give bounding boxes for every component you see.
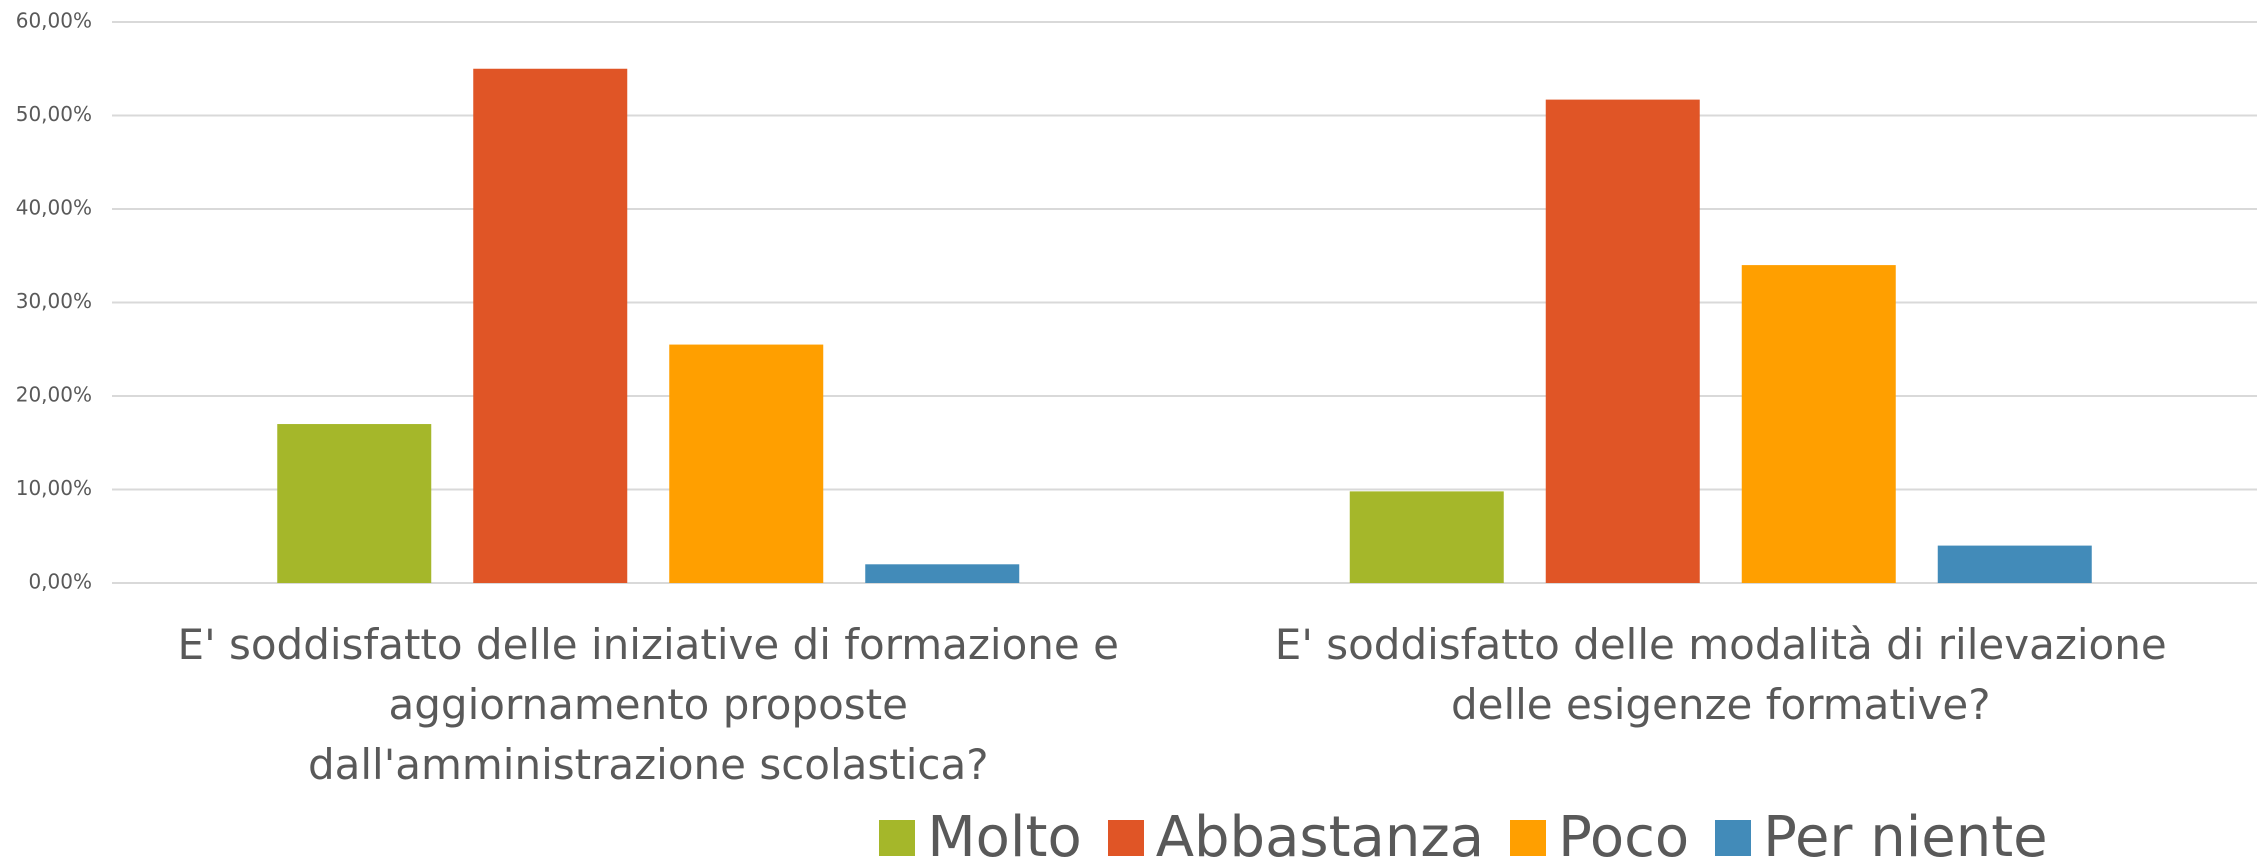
legend-label: Abbastanza — [1155, 805, 1485, 866]
legend-swatch — [1715, 819, 1752, 856]
y-tick-label: 10,00% — [16, 476, 92, 500]
bar — [1937, 545, 2092, 583]
y-tick-label: 20,00% — [16, 383, 92, 407]
bar — [669, 344, 824, 583]
y-tick-label: 40,00% — [16, 196, 92, 220]
legend: Molto Abbastanza Poco Per niente — [0, 805, 2257, 866]
bar — [1349, 491, 1504, 583]
legend-item: Molto — [879, 805, 1082, 866]
legend-swatch — [879, 819, 916, 856]
bar — [473, 68, 628, 583]
legend-item: Per niente — [1715, 805, 2048, 866]
bar — [277, 424, 432, 583]
legend-label: Per niente — [1763, 805, 2048, 866]
y-tick-label: 50,00% — [16, 102, 92, 126]
bar — [865, 564, 1020, 583]
bar — [1741, 265, 1896, 583]
legend-label: Poco — [1558, 805, 1690, 866]
x-tick-label: E' soddisfatto delle iniziative di forma… — [177, 620, 1119, 789]
legend-item: Poco — [1510, 805, 1689, 866]
legend-label: Molto — [927, 805, 1082, 866]
legend-item: Abbastanza — [1107, 805, 1485, 866]
legend-swatch — [1107, 819, 1144, 856]
bar — [1545, 99, 1700, 583]
y-tick-label: 60,00% — [16, 9, 92, 33]
y-tick-label: 0,00% — [28, 570, 92, 594]
y-tick-label: 30,00% — [16, 289, 92, 313]
x-tick-label: E' soddisfatto delle modalità di rilevaz… — [1274, 620, 2167, 729]
legend-swatch — [1510, 819, 1547, 856]
